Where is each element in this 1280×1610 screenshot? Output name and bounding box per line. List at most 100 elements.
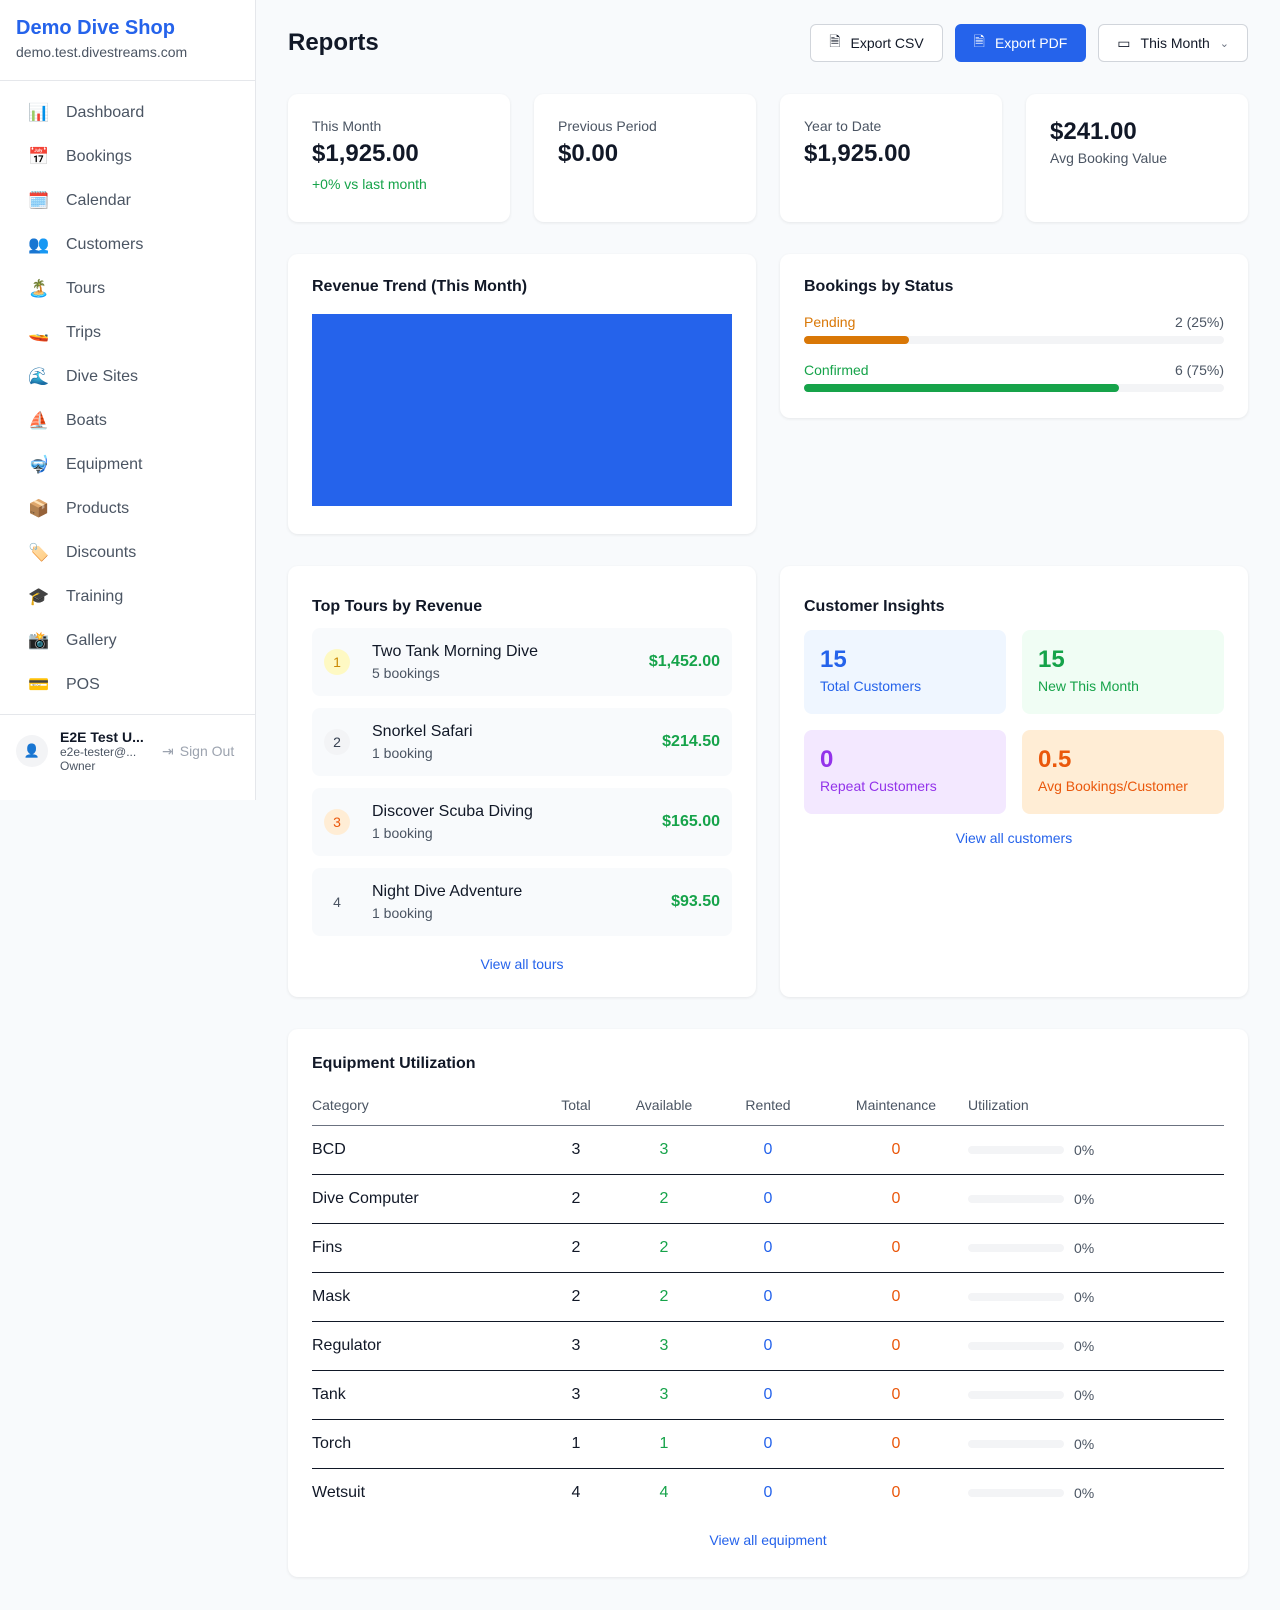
tour-name: Snorkel Safari	[372, 723, 473, 740]
status-label: Pending	[804, 314, 856, 330]
tour-revenue: $93.50	[671, 893, 720, 910]
sidebar-item-dashboard[interactable]: 📊 Dashboard	[12, 91, 243, 135]
sidebar-item-trips[interactable]: 🚤 Trips	[12, 311, 243, 355]
sidebar-item-boats[interactable]: ⛵ Boats	[12, 399, 243, 443]
sidebar-item-pos[interactable]: 💳 POS	[12, 663, 243, 707]
tours-icon: 🏝️	[28, 279, 50, 298]
sidebar-item-customers[interactable]: 👥 Customers	[12, 223, 243, 267]
utilization-bar	[968, 1292, 1064, 1301]
cell-available: 3	[616, 1370, 712, 1420]
equipment-title: Equipment Utilization	[312, 1055, 476, 1072]
status-count: 2 (25%)	[1174, 314, 1224, 330]
cell-rented: 0	[712, 1321, 824, 1371]
tour-bookings: 1 booking	[372, 745, 433, 761]
cell-total: 3	[536, 1370, 616, 1420]
tour-name: Two Tank Morning Dive	[372, 643, 538, 660]
tour-revenue: $1,452.00	[648, 653, 720, 670]
page-header: Reports 🗎 Export CSV 🗎 Export PDF ▭ This Mo…	[288, 0, 1248, 94]
sidebar-item-tours[interactable]: 🏝️ Tours	[12, 267, 243, 311]
tour-list-item[interactable]: 1 Two Tank Morning Dive 5 bookings $1,452.0…	[312, 628, 732, 696]
column-header: Rented	[712, 1089, 824, 1126]
insight-repeat-customers: 0 Repeat Customers	[804, 730, 1006, 814]
insight-value: 0.5	[1038, 746, 1072, 773]
page-title: Reports	[288, 29, 379, 56]
insight-label: Avg Bookings/Customer	[1038, 778, 1188, 794]
calendar-icon: ▭	[1117, 34, 1131, 51]
sidebar-item-training[interactable]: 🎓 Training	[12, 575, 243, 619]
sidebar-item-gallery[interactable]: 📸 Gallery	[12, 619, 243, 663]
shop-name[interactable]: Demo Dive Shop	[16, 17, 175, 39]
tour-bookings: 1 booking	[372, 825, 433, 841]
file-download-icon: 🗎	[829, 33, 841, 49]
utilization-percent: 0%	[1074, 1288, 1095, 1305]
export-csv-label: Export CSV	[850, 35, 924, 51]
export-csv-button[interactable]: 🗎 Export CSV	[810, 24, 943, 62]
bookings-status-card: Bookings by Status Pending 2 (25%) Confirm…	[780, 254, 1248, 418]
stat-card: $241.00 Avg Booking Value	[1026, 94, 1248, 222]
cell-utilization: 0%	[968, 1419, 1224, 1469]
cell-available: 2	[616, 1174, 712, 1224]
table-row: BCD 3 3 0 0 0%	[312, 1125, 1224, 1175]
sidebar-item-products[interactable]: 📦 Products	[12, 487, 243, 531]
status-progress-bar	[804, 384, 1224, 392]
main-content: Reports 🗎 Export CSV 🗎 Export PDF ▭ This Mo…	[288, 0, 1248, 1577]
column-header: Utilization	[968, 1089, 1224, 1126]
view-all-equipment-link[interactable]: View all equipment	[709, 1531, 827, 1548]
status-count: 6 (75%)	[1174, 362, 1224, 378]
sidebar-item-discounts[interactable]: 🏷️ Discounts	[12, 531, 243, 575]
insight-label: Repeat Customers	[820, 778, 937, 794]
tour-name: Discover Scuba Diving	[372, 803, 533, 820]
cell-category: Tank	[312, 1370, 536, 1420]
utilization-percent: 0%	[1074, 1386, 1095, 1403]
period-value: This Month	[1140, 35, 1210, 51]
export-pdf-button[interactable]: 🗎 Export PDF	[954, 24, 1087, 62]
training-icon: 🎓	[28, 587, 50, 606]
sidebar-item-label: Boats	[66, 412, 107, 429]
utilization-percent: 0%	[1074, 1239, 1095, 1256]
status-row-confirmed: Confirmed 6 (75%)	[804, 362, 1224, 392]
status-progress-fill	[804, 384, 1119, 392]
tour-list-item[interactable]: 2 Snorkel Safari 1 booking $214.50	[312, 708, 732, 776]
sign-out-button[interactable]: ⇥ Sign Out	[162, 743, 234, 760]
utilization-percent: 0%	[1074, 1141, 1095, 1158]
cell-category: Dive Computer	[312, 1174, 536, 1224]
cell-category: Wetsuit	[312, 1484, 366, 1502]
brand: Demo Dive Shop demo.test.divestreams.com	[0, 0, 255, 81]
stat-label: Avg Booking Value	[1050, 150, 1168, 166]
tour-list-item[interactable]: 4 Night Dive Adventure 1 booking $93.50	[312, 868, 732, 936]
view-all-tours-link[interactable]: View all tours	[480, 956, 564, 972]
cell-total: 2	[536, 1174, 616, 1224]
tour-revenue: $214.50	[662, 733, 720, 750]
stat-value: $1,925.00	[312, 140, 419, 167]
calendar-icon: 🗓️	[28, 191, 50, 210]
cell-category: Torch	[312, 1419, 536, 1469]
sidebar-item-label: Gallery	[66, 632, 117, 649]
sidebar-item-dive-sites[interactable]: 🌊 Dive Sites	[12, 355, 243, 399]
cell-category: BCD	[312, 1125, 536, 1175]
tour-name: Night Dive Adventure	[372, 883, 523, 900]
sidebar-item-label: Tours	[66, 280, 106, 297]
sidebar-item-bookings[interactable]: 📅 Bookings	[12, 135, 243, 179]
tour-rank: 4	[333, 894, 341, 910]
utilization-bar	[968, 1489, 1064, 1498]
stat-label: This Month	[312, 118, 382, 134]
revenue-trend-title: Revenue Trend (This Month)	[312, 278, 528, 295]
cell-available: 2	[616, 1272, 712, 1322]
user-panel: 👤 E2E Test U... e2e-tester@... Owner ⇥ Si…	[0, 714, 255, 787]
insight-value: 15	[820, 646, 847, 673]
tour-rank: 3	[324, 809, 350, 835]
cell-utilization: 0%	[968, 1321, 1224, 1371]
cell-total: 3	[536, 1125, 616, 1175]
view-all-customers-link[interactable]: View all customers	[955, 830, 1073, 846]
period-select[interactable]: ▭ This Month ⌄	[1098, 24, 1248, 62]
sign-out-icon: ⇥	[162, 742, 174, 759]
table-row: Mask 2 2 0 0 0%	[312, 1272, 1224, 1322]
customer-insights-title: Customer Insights	[804, 598, 945, 615]
cell-maintenance: 0	[824, 1321, 968, 1371]
sidebar-item-equipment[interactable]: 🤿 Equipment	[12, 443, 243, 487]
file-download-icon: 🗎	[973, 33, 985, 49]
tour-list-item[interactable]: 3 Discover Scuba Diving 1 booking $165.00	[312, 788, 732, 856]
boats-icon: ⛵	[28, 411, 50, 430]
table-row: Fins 2 2 0 0 0%	[312, 1223, 1224, 1273]
sidebar-item-calendar[interactable]: 🗓️ Calendar	[12, 179, 243, 223]
